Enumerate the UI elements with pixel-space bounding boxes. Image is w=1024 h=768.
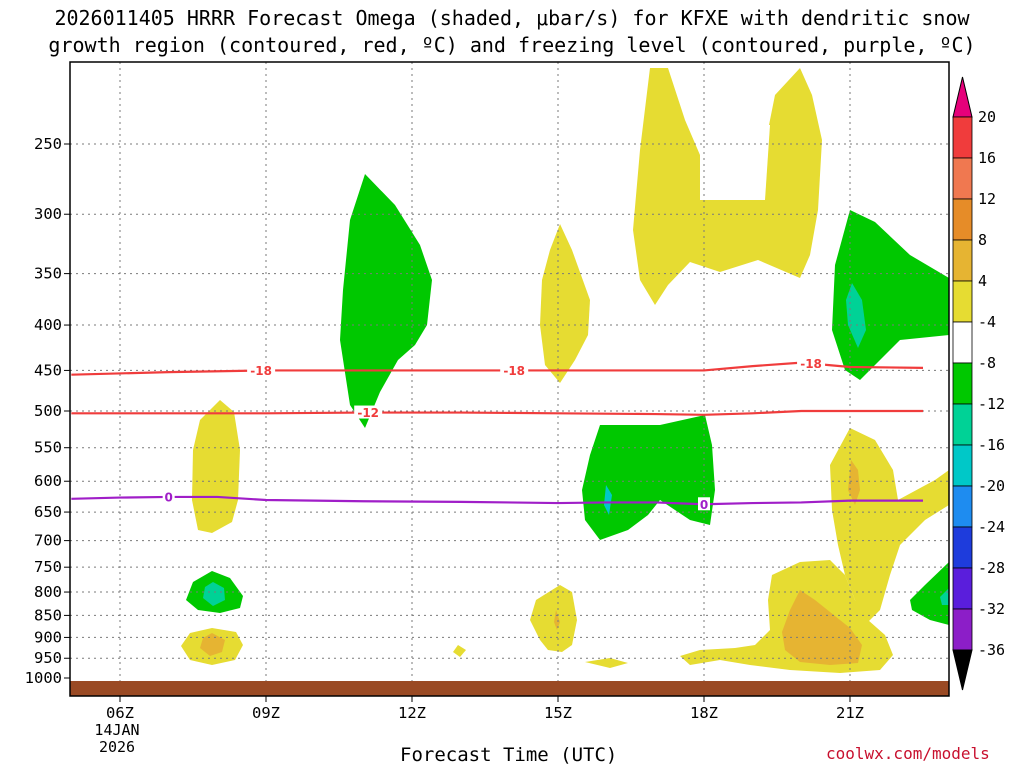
colorbar-band [952, 280, 973, 323]
contour-line-freezing-level [71, 495, 923, 506]
colorbar-band [952, 116, 973, 159]
shade-orange-20z-low [782, 590, 862, 665]
colorbar-tick-label: -24 [978, 518, 1005, 536]
shade-orange-08z-low [200, 633, 225, 656]
colorbar-bottom-arrow [952, 649, 973, 691]
x-tick-label: 21Z [836, 704, 864, 722]
x-tick-label: 15Z [544, 704, 572, 722]
colorbar-tick-label: -32 [978, 600, 1005, 618]
colorbar-band [952, 444, 973, 487]
colorbar-tick-label: -4 [978, 313, 996, 331]
y-tick-label: 900 [34, 628, 62, 646]
shade-yellow-13z [453, 645, 466, 657]
contour-label: -18 [503, 364, 525, 378]
shade-white-notch [705, 125, 770, 200]
shade-yellow-15z-low [530, 585, 577, 652]
colorbar-band [952, 362, 973, 405]
omega-shading [181, 68, 949, 673]
colorbar-tick-label: 4 [978, 272, 987, 290]
contour-line-temperature [71, 409, 923, 416]
contour-label: -12 [357, 406, 379, 420]
contour-label: 0 [164, 490, 172, 504]
y-tick-label: 250 [34, 135, 62, 153]
date-year: 2026 [98, 738, 136, 756]
shade-green-22z-low [910, 562, 949, 625]
y-tick-label: 750 [34, 558, 62, 576]
y-tick-label: 800 [34, 583, 62, 601]
contour-label-bg [354, 405, 383, 419]
colorbar-band [952, 485, 973, 528]
colorbar-tick-label: 8 [978, 231, 987, 249]
colorbar-band [952, 403, 973, 446]
x-axis-label: Forecast Time (UTC) [400, 744, 618, 766]
y-tick-label: 550 [34, 439, 62, 457]
shade-yellow-upper [633, 68, 822, 305]
ground-strip [70, 681, 949, 696]
y-axis-ticks: 250 300 350 400 450 500 550 600 650 700 750 800 850 9… [25, 135, 70, 687]
contour-label: -18 [800, 357, 822, 371]
y-tick-label: 400 [34, 316, 62, 334]
colorbar: 20 16 12 8 4 -4 -8 -12 -16 -20 -24 -28 -32 -36 [952, 76, 1005, 691]
chart-title-line1: 2026011405 HRRR Forecast Omega (shaded, … [54, 6, 970, 30]
date-day: 14JAN [94, 721, 140, 739]
colorbar-tick-label: 12 [978, 190, 996, 208]
colorbar-tick-label: 20 [978, 108, 996, 126]
colorbar-band [952, 321, 973, 364]
y-tick-label: 450 [34, 361, 62, 379]
shade-yellow-15z [540, 224, 590, 383]
chart-title-line2: growth region (contoured, red, ºC) and f… [48, 33, 976, 57]
shade-yellow-21z-mid [830, 428, 949, 625]
y-tick-label: 950 [34, 649, 62, 667]
y-tick-label: 600 [34, 472, 62, 490]
shade-teal-16z [604, 485, 612, 515]
colorbar-tick-label: -28 [978, 559, 1005, 577]
y-tick-label: 700 [34, 532, 62, 550]
y-tick-label: 500 [34, 402, 62, 420]
contour-label-bg [500, 363, 529, 377]
colorbar-tick-label: -20 [978, 477, 1005, 495]
shade-yellow-08z [192, 400, 240, 533]
shade-orange-21z-mid [848, 460, 860, 505]
contour-label-bg [797, 356, 826, 370]
contour-label-bg [162, 489, 175, 503]
contour-lines: -18 -18 -18 -12 0 0 [71, 356, 924, 512]
contour-label: 0 [700, 498, 708, 512]
shade-teal-21z [846, 283, 866, 348]
colorbar-band [952, 526, 973, 569]
colorbar-tick-label: 16 [978, 149, 996, 167]
colorbar-band [952, 157, 973, 200]
grid [70, 62, 949, 696]
x-tick-label: 06Z [106, 704, 134, 722]
x-tick-label: 18Z [690, 704, 718, 722]
colorbar-band [952, 198, 973, 241]
colorbar-tick-label: -8 [978, 354, 996, 372]
colorbar-band [952, 567, 973, 610]
y-tick-label: 350 [34, 265, 62, 283]
colorbar-tick-label: -16 [978, 436, 1005, 454]
shade-green-11z [340, 174, 432, 428]
colorbar-top-arrow [952, 76, 973, 118]
colorbar-tick-label: -12 [978, 395, 1005, 413]
contour-label-bg [698, 497, 710, 511]
contour-label-bg [247, 363, 276, 377]
y-tick-label: 850 [34, 606, 62, 624]
x-tick-label: 12Z [398, 704, 426, 722]
date-sublabel: 14JAN 2026 [88, 722, 146, 756]
plot-border [69, 61, 950, 697]
colorbar-band [952, 608, 973, 651]
contour-label: -18 [250, 364, 272, 378]
shade-teal-08z [203, 582, 225, 606]
y-tick-label: 1000 [25, 669, 62, 687]
colorbar-band [952, 239, 973, 282]
y-tick-label: 650 [34, 503, 62, 521]
x-tick-label: 09Z [252, 704, 280, 722]
y-tick-label: 300 [34, 205, 62, 223]
credit-link[interactable]: coolwx.com/models [826, 744, 990, 763]
x-axis-ticks: 06Z 09Z 12Z 15Z 18Z 21Z [106, 696, 864, 722]
colorbar-tick-label: -36 [978, 641, 1005, 659]
shade-orange-15z-low [554, 610, 560, 630]
shade-green-16z [582, 415, 715, 540]
shade-yellow-16z-bottom [585, 658, 628, 668]
